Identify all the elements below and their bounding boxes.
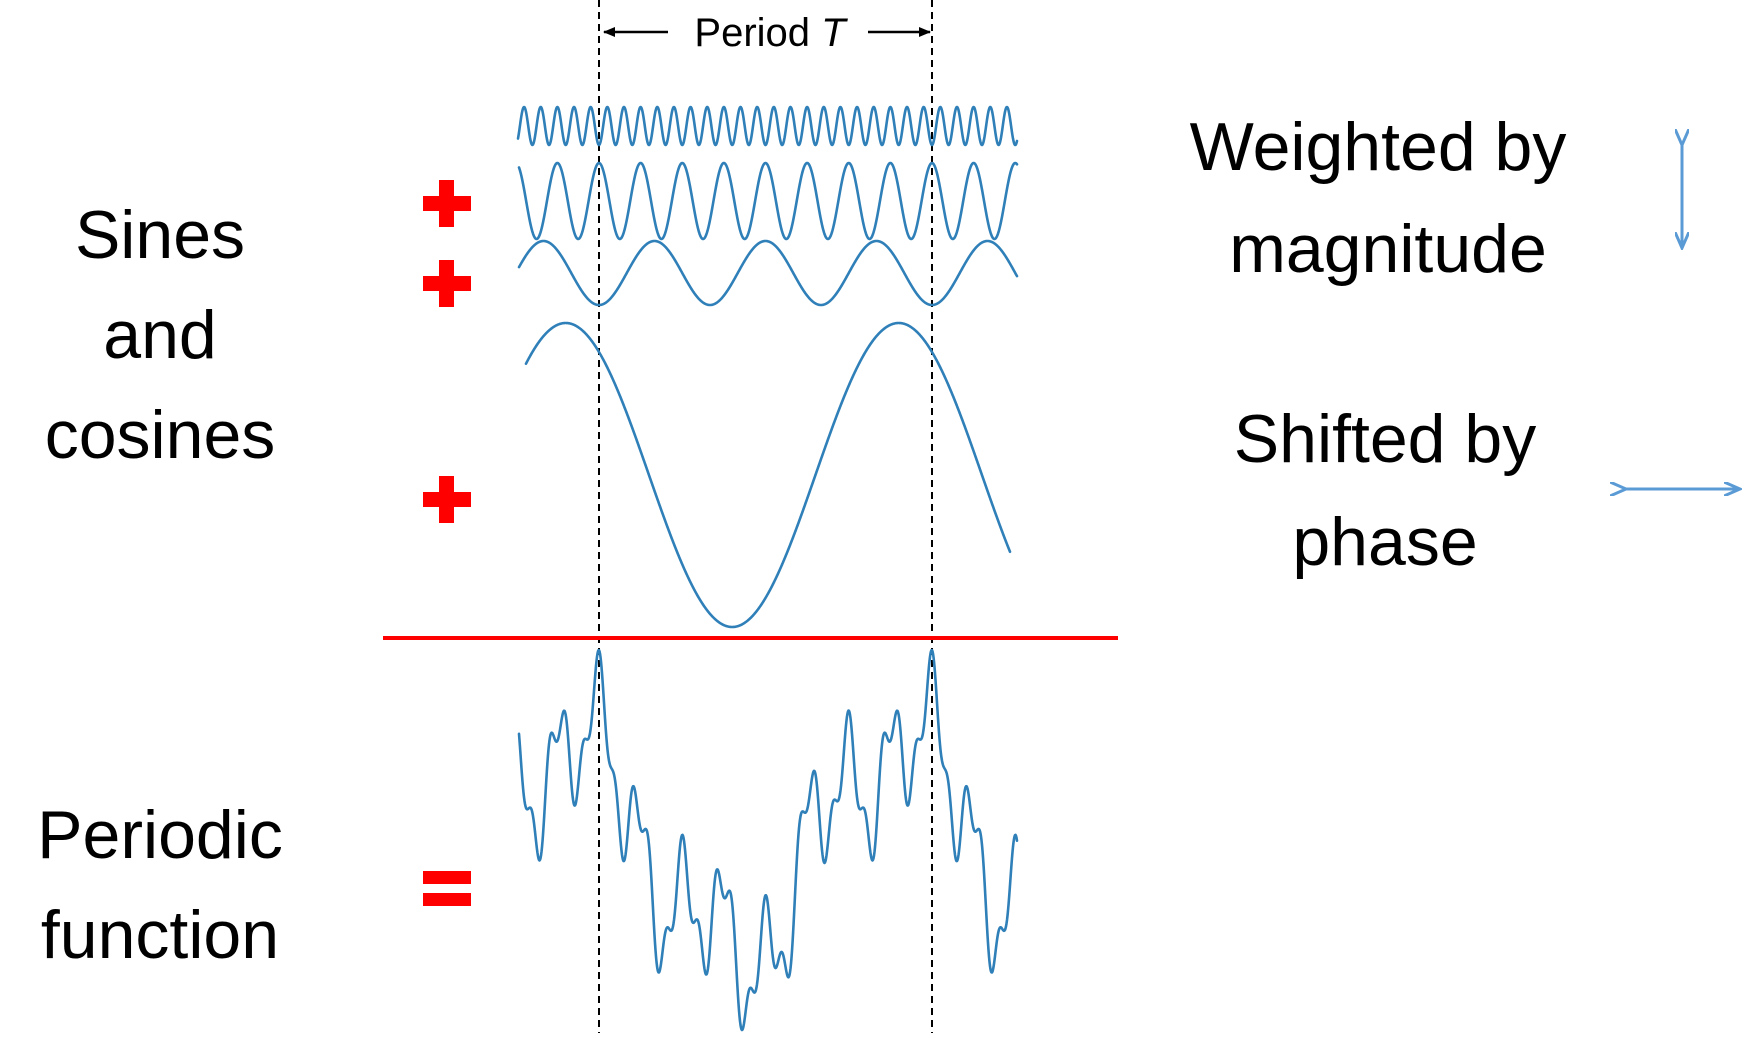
label-and: and [103, 297, 216, 373]
harmonic-wave-1 [524, 321, 1012, 629]
label-cosines: cosines [45, 397, 276, 473]
label-magnitude: magnitude [1229, 211, 1547, 287]
label-function: function [41, 897, 279, 973]
plus-sign [423, 476, 471, 523]
periodic-function-wave [517, 648, 1019, 1032]
label-shifted-by: Shifted by [1234, 401, 1536, 477]
equals-sign [423, 871, 471, 906]
label-weighted-by: Weighted by [1190, 109, 1567, 185]
period-symbol: T [821, 11, 848, 55]
plus-sign [423, 260, 471, 307]
label-sines: Sines [75, 197, 245, 273]
period-text: Period [694, 11, 821, 55]
period-label: Period T [694, 11, 848, 55]
harmonic-wave-3 [517, 239, 1019, 307]
label-phase: phase [1292, 504, 1477, 580]
harmonic-wave-8 [517, 161, 1019, 241]
plus-sign [423, 180, 471, 227]
harmonic-wave-20 [516, 105, 1019, 147]
label-periodic: Periodic [37, 797, 283, 873]
